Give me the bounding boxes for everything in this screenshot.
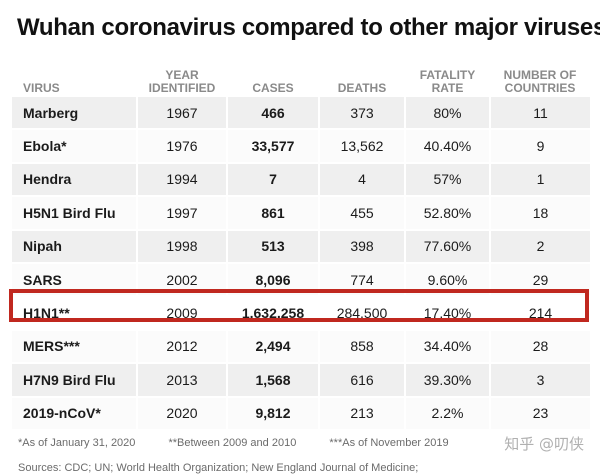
countries-cell: 23 xyxy=(489,395,590,429)
cases-cell: 8,096 xyxy=(226,261,319,297)
virus-cell: Hendra xyxy=(12,161,137,197)
year-cell: 2002 xyxy=(136,261,227,297)
footnote-2: **Between 2009 and 2010 xyxy=(168,437,297,449)
countries-cell: 2 xyxy=(489,228,590,263)
fatality-rate-cell: 17.40% xyxy=(404,295,490,330)
sources-line: Sources: CDC; UN; World Health Organizat… xyxy=(18,462,419,474)
cases-cell: 1,632,258 xyxy=(226,295,319,330)
fatality-rate-cell: 9.60% xyxy=(404,261,490,297)
cases-cell: 1,568 xyxy=(226,362,319,397)
fatality-rate-cell: 34.40% xyxy=(404,328,490,364)
col-header-cases: CASES xyxy=(252,81,294,95)
countries-cell: 11 xyxy=(489,94,590,130)
table-row: H7N9 Bird Flu 2013 1,568 616 39.30% 3 xyxy=(12,362,590,397)
watermark: 知乎 @叨侠 xyxy=(504,435,584,453)
virus-cell: SARS xyxy=(12,261,137,297)
deaths-cell: 616 xyxy=(318,362,405,397)
fatality-rate-cell: 39.30% xyxy=(404,362,490,397)
table-row: H5N1 Bird Flu 1997 861 455 52.80% 18 xyxy=(12,195,590,230)
countries-cell: 214 xyxy=(489,295,590,330)
col-header-virus: VIRUS xyxy=(23,81,60,95)
table-row: MERS*** 2012 2,494 858 34.40% 28 xyxy=(12,328,590,364)
cases-cell: 7 xyxy=(226,161,319,197)
fatality-rate-cell: 2.2% xyxy=(404,395,490,429)
col-header-countries: NUMBER OF COUNTRIES xyxy=(503,68,577,95)
virus-cell: H1N1** xyxy=(12,295,137,330)
col-header-fatality-rate: FATALITY RATE xyxy=(419,68,476,95)
year-cell: 1967 xyxy=(136,94,227,130)
deaths-cell: 455 xyxy=(318,195,405,230)
footnote-3: ***As of November 2019 xyxy=(329,437,449,449)
cases-cell: 33,577 xyxy=(226,128,319,163)
deaths-cell: 398 xyxy=(318,228,405,263)
year-cell: 1976 xyxy=(136,128,227,163)
countries-cell: 1 xyxy=(489,161,590,197)
table-row: SARS 2002 8,096 774 9.60% 29 xyxy=(12,261,590,297)
deaths-cell: 858 xyxy=(318,328,405,364)
fatality-rate-cell: 52.80% xyxy=(404,195,490,230)
cases-cell: 513 xyxy=(226,228,319,263)
footnotes: *As of January 31, 2020 **Between 2009 a… xyxy=(18,437,479,449)
table-row: 2019-nCoV* 2020 9,812 213 2.2% 23 xyxy=(12,395,590,429)
fatality-rate-cell: 80% xyxy=(404,94,490,130)
cases-cell: 861 xyxy=(226,195,319,230)
year-cell: 1997 xyxy=(136,195,227,230)
virus-cell: H7N9 Bird Flu xyxy=(12,362,137,397)
virus-cell: Nipah xyxy=(12,228,137,263)
countries-cell: 29 xyxy=(489,261,590,297)
virus-table: VIRUS YEAR IDENTIFIED CASES DEATHS FATALITY … xyxy=(12,57,590,429)
year-cell: 2012 xyxy=(136,328,227,364)
countries-cell: 9 xyxy=(489,128,590,163)
year-cell: 2020 xyxy=(136,395,227,429)
col-header-deaths: DEATHS xyxy=(337,81,387,95)
fatality-rate-cell: 57% xyxy=(404,161,490,197)
year-cell: 2009 xyxy=(136,295,227,330)
deaths-cell: 774 xyxy=(318,261,405,297)
table-row: Hendra 1994 7 4 57% 1 xyxy=(12,161,590,197)
cases-cell: 9,812 xyxy=(226,395,319,429)
virus-cell: 2019-nCoV* xyxy=(12,395,137,429)
virus-cell: H5N1 Bird Flu xyxy=(12,195,137,230)
header-row: VIRUS YEAR IDENTIFIED CASES DEATHS FATALITY … xyxy=(12,57,590,96)
fatality-rate-cell: 40.40% xyxy=(404,128,490,163)
table-row: Marberg 1967 466 373 80% 11 xyxy=(12,94,590,130)
fatality-rate-cell: 77.60% xyxy=(404,228,490,263)
countries-cell: 28 xyxy=(489,328,590,364)
table-row: Ebola* 1976 33,577 13,562 40.40% 9 xyxy=(12,128,590,163)
table-row: Nipah 1998 513 398 77.60% 2 xyxy=(12,228,590,263)
table-row: H1N1** 2009 1,632,258 284,500 17.40% 214 xyxy=(12,295,590,330)
virus-cell: MERS*** xyxy=(12,328,137,364)
countries-cell: 18 xyxy=(489,195,590,230)
footnote-1: *As of January 31, 2020 xyxy=(18,437,136,449)
deaths-cell: 13,562 xyxy=(318,128,405,163)
year-cell: 1998 xyxy=(136,228,227,263)
cases-cell: 2,494 xyxy=(226,328,319,364)
virus-cell: Marberg xyxy=(12,94,137,130)
chart-title: Wuhan coronavirus compared to other majo… xyxy=(17,14,600,41)
virus-cell: Ebola* xyxy=(12,128,137,163)
year-cell: 1994 xyxy=(136,161,227,197)
table-header: VIRUS YEAR IDENTIFIED CASES DEATHS FATALITY … xyxy=(12,57,590,96)
year-cell: 2013 xyxy=(136,362,227,397)
deaths-cell: 4 xyxy=(318,161,405,197)
table-body: Marberg 1967 466 373 80% 11 Ebola* 1976 33,577 13… xyxy=(12,94,590,429)
col-header-year: YEAR IDENTIFIED xyxy=(148,68,216,95)
deaths-cell: 213 xyxy=(318,395,405,429)
deaths-cell: 373 xyxy=(318,94,405,130)
deaths-cell: 284,500 xyxy=(318,295,405,330)
countries-cell: 3 xyxy=(489,362,590,397)
cases-cell: 466 xyxy=(226,94,319,130)
